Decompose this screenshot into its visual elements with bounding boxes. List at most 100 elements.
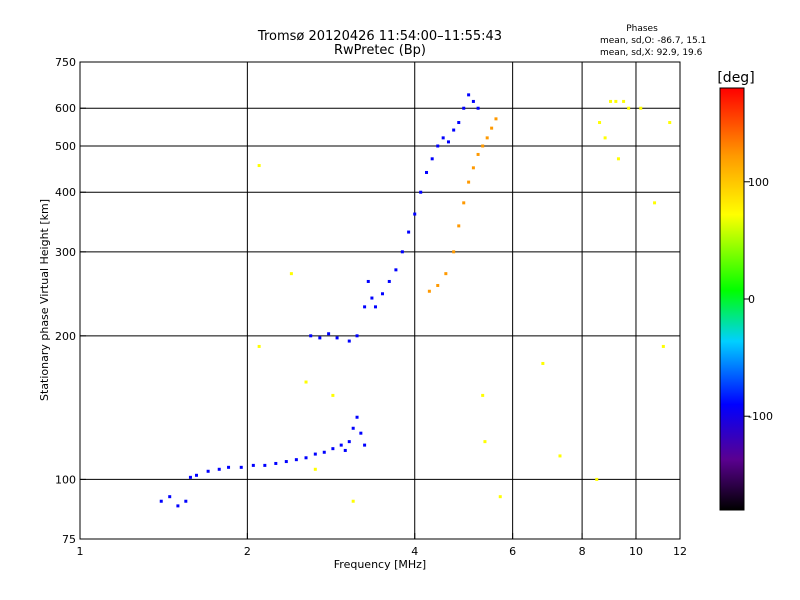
data-point: [668, 121, 672, 125]
data-point: [168, 495, 172, 499]
data-point: [457, 224, 461, 228]
data-point: [206, 469, 210, 473]
data-point: [441, 136, 445, 140]
data-point: [609, 99, 613, 103]
data-point: [467, 180, 471, 184]
y-axis: 75 100 200 300 400 500 600 750: [55, 56, 86, 546]
x-tick-label: 6: [509, 545, 516, 558]
data-point: [159, 499, 163, 503]
data-point: [400, 250, 404, 254]
x-axis-label: Frequency [MHz]: [334, 558, 426, 571]
data-point: [558, 454, 562, 458]
plot-frame: [79, 61, 681, 540]
data-point: [436, 283, 440, 287]
grid-lines: [80, 62, 680, 539]
data-point: [444, 272, 448, 276]
data-point: [436, 144, 440, 148]
data-point: [257, 164, 261, 168]
data-point: [595, 477, 599, 481]
phases-line-o: mean, sd,O: -86.7, 15.1: [600, 36, 706, 46]
data-point: [176, 504, 180, 508]
data-point: [413, 212, 417, 216]
colorbar-ticks: 100 0 -100: [744, 176, 773, 423]
data-point: [616, 157, 620, 161]
data-point: [347, 339, 351, 343]
data-point: [327, 332, 331, 336]
colorbar: [719, 87, 745, 511]
data-point: [462, 201, 466, 205]
data-point: [425, 170, 429, 174]
x-tick-label: 1: [77, 545, 84, 558]
data-point: [446, 140, 450, 144]
y-tick-label: 100: [55, 473, 76, 486]
data-point: [462, 106, 466, 110]
data-point: [476, 106, 480, 110]
phases-line-x: mean, sd,X: 92.9, 19.6: [600, 48, 703, 58]
x-tick-label: 8: [579, 545, 586, 558]
x-tick-label: 4: [411, 545, 418, 558]
data-point: [614, 99, 618, 103]
data-point: [485, 136, 489, 140]
x-tick-label: 2: [244, 545, 251, 558]
data-point: [387, 279, 391, 283]
data-point: [343, 448, 347, 452]
plot-area: [80, 62, 680, 539]
data-point: [419, 190, 423, 194]
data-point: [289, 272, 293, 276]
colorbar-tick-label: -100: [748, 410, 773, 423]
chart-title: Tromsø 20120426 11:54:00–11:55:43: [257, 29, 502, 44]
data-point: [407, 230, 411, 234]
x-axis: 1 2 4 6 8 10 12: [77, 533, 687, 558]
data-point: [294, 458, 298, 462]
data-point: [274, 461, 278, 465]
data-point: [471, 166, 475, 170]
phases-title: Phases: [626, 24, 658, 34]
data-point: [351, 426, 355, 430]
data-point: [313, 467, 317, 471]
data-point: [257, 344, 261, 348]
y-tick-label: 500: [55, 140, 76, 153]
data-point: [471, 99, 475, 103]
data-point: [452, 128, 456, 132]
data-point: [639, 106, 643, 110]
data-point: [427, 289, 431, 293]
data-point: [347, 440, 351, 444]
data-point: [373, 305, 377, 309]
data-point: [494, 117, 498, 121]
data-point: [322, 450, 326, 454]
data-point: [217, 467, 221, 471]
y-tick-label: 200: [55, 330, 76, 343]
data-point: [304, 456, 308, 460]
data-point: [598, 121, 602, 125]
data-point: [263, 463, 267, 467]
data-point: [627, 106, 631, 110]
data-point: [661, 344, 665, 348]
data-point: [541, 361, 545, 365]
data-point: [355, 334, 359, 338]
data-point: [309, 334, 313, 338]
data-point: [359, 431, 363, 435]
data-point: [184, 499, 188, 503]
data-points: [159, 93, 672, 508]
data-point: [188, 475, 192, 479]
colorbar-tick-label: 0: [748, 293, 755, 306]
data-point: [430, 157, 434, 161]
y-tick-label: 75: [62, 533, 76, 546]
data-point: [335, 336, 339, 340]
data-point: [318, 336, 322, 340]
x-tick-label: 10: [629, 545, 643, 558]
colorbar-tick-label: 100: [748, 176, 769, 189]
y-axis-label: Stationary phase Virtual Height [km]: [38, 199, 51, 401]
data-point: [304, 380, 308, 384]
data-point: [452, 250, 456, 254]
data-point: [490, 126, 494, 130]
y-tick-label: 300: [55, 246, 76, 259]
data-point: [481, 393, 485, 397]
data-point: [394, 268, 398, 272]
chart-subtitle: RwPretec (Bp): [334, 43, 426, 58]
data-point: [481, 144, 485, 148]
data-point: [370, 296, 374, 300]
data-point: [331, 393, 335, 397]
y-tick-label: 400: [55, 186, 76, 199]
